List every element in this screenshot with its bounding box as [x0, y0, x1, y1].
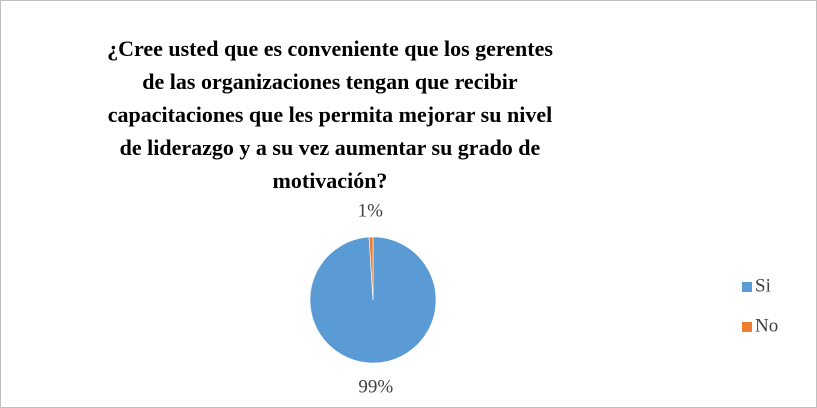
data-label: 1%	[358, 200, 384, 221]
data-label: 99%	[358, 376, 393, 397]
legend-label: Si	[755, 275, 771, 296]
pie-slice	[368, 236, 374, 301]
legend-label: No	[755, 315, 778, 336]
chart-title: ¿Cree usted que es conveniente que los g…	[107, 36, 553, 193]
legend-swatch	[742, 282, 752, 292]
legend-swatch	[742, 322, 752, 332]
